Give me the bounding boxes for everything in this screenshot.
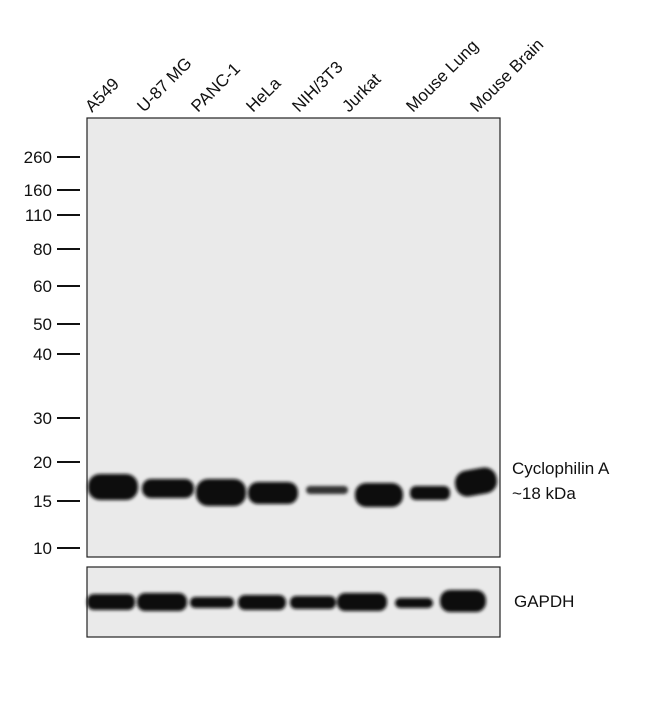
marker-label: 10: [33, 539, 52, 558]
band: [440, 590, 486, 612]
lane-label: Jurkat: [338, 69, 384, 115]
marker-label: 30: [33, 409, 52, 428]
marker-label: 110: [25, 206, 52, 225]
lane-label: A549: [81, 74, 123, 116]
band: [137, 593, 187, 611]
control-bands: [87, 590, 486, 612]
marker-label: 40: [33, 345, 52, 364]
lane-label: NIH/3T3: [288, 58, 346, 116]
marker-label: 50: [33, 315, 52, 334]
marker-label: 80: [33, 240, 52, 259]
lane-label: PANC-1: [187, 59, 244, 116]
band: [306, 486, 348, 494]
marker-label: 260: [24, 148, 52, 167]
marker-label: 160: [24, 181, 52, 200]
band: [355, 483, 403, 507]
band: [248, 482, 298, 504]
control-label: GAPDH: [514, 592, 574, 611]
marker-label: 15: [33, 492, 52, 511]
lane-label: U-87 MG: [133, 54, 195, 116]
marker-label: 20: [33, 453, 52, 472]
band: [190, 597, 234, 608]
band: [87, 594, 135, 610]
band: [142, 479, 194, 498]
lane-label: HeLa: [242, 73, 285, 116]
size-label: ~18 kDa: [512, 484, 576, 503]
band: [337, 593, 387, 611]
band: [238, 595, 286, 610]
band: [410, 486, 450, 500]
band: [290, 596, 336, 609]
band: [88, 474, 138, 500]
band: [395, 598, 433, 608]
band: [454, 467, 498, 497]
target-label: Cyclophilin A: [512, 459, 610, 478]
band: [196, 479, 246, 506]
marker-label: 60: [33, 277, 52, 296]
target-bands: [88, 467, 498, 507]
